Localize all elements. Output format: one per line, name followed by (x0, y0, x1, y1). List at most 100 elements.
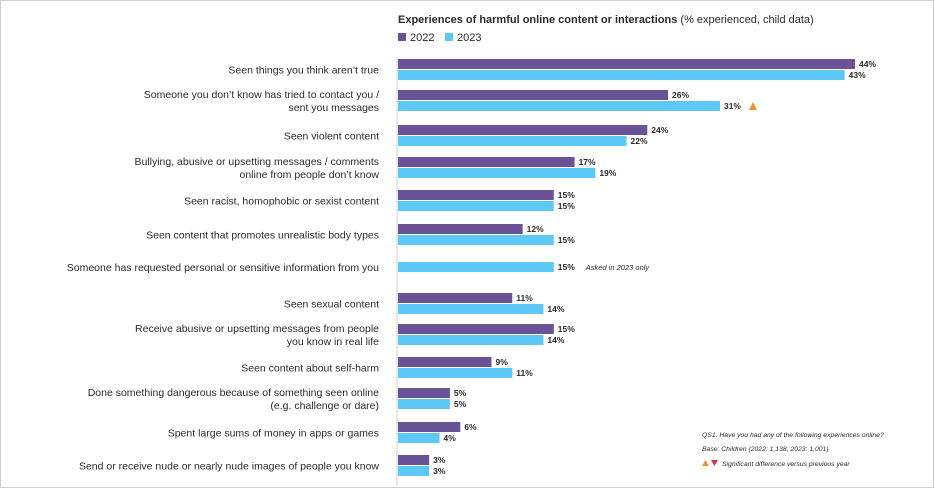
bar-2023-12 (398, 466, 430, 476)
category-label-6: Someone has requested personal or sensit… (67, 262, 379, 274)
bar-2023-8 (398, 335, 544, 345)
value-label-2023-7: 14% (547, 304, 564, 314)
bar-2023-4 (398, 201, 554, 211)
value-label-2023-10: 5% (454, 399, 467, 409)
category-label-9: Seen content about self-harm (241, 363, 379, 375)
value-label-2022-5: 12% (527, 224, 544, 234)
category-label-line: Bullying, abusive or upsetting messages … (134, 156, 379, 168)
category-label-line: Seen violent content (284, 131, 379, 143)
chart-title: Experiences of harmful online content or… (398, 14, 814, 26)
category-label-line: Seen things you think aren’t true (228, 65, 379, 77)
category-label-line: Seen content about self-harm (241, 363, 379, 375)
category-label-line: Seen content that promotes unrealistic b… (146, 230, 379, 242)
bar-2023-3 (398, 168, 596, 178)
value-label-2022-9: 9% (495, 357, 508, 367)
value-label-2022-3: 17% (579, 157, 596, 167)
category-label-8: Receive abusive or upsetting messages fr… (135, 323, 379, 348)
category-label-line: Receive abusive or upsetting messages fr… (135, 323, 379, 335)
legend-swatch-2022 (398, 33, 406, 41)
value-label-2022-1: 26% (672, 90, 689, 100)
category-label-10: Done something dangerous because of some… (88, 387, 379, 412)
category-label-line: Send or receive nude or nearly nude imag… (79, 461, 379, 473)
category-label-line: Someone you don’t know has tried to cont… (144, 89, 379, 101)
bar-2022-12 (398, 455, 430, 465)
value-label-2022-12: 3% (433, 455, 446, 465)
bar-2023-1 (398, 101, 720, 111)
bar-2022-5 (398, 224, 523, 234)
value-labels-group: 44%43%26%31%24%22%17%19%15%15%12%15%15%1… (433, 59, 876, 476)
category-label-line: online from people don’t know (239, 169, 379, 181)
legend-label-2022: 2022 (410, 32, 434, 44)
category-label-5: Seen content that promotes unrealistic b… (146, 230, 379, 242)
value-label-2022-10: 5% (454, 388, 467, 398)
bar-2022-2 (398, 125, 648, 135)
footnote-base: Base: Children (2022: 1,138, 2023: 1,001… (702, 446, 829, 453)
value-label-2023-5: 15% (558, 235, 575, 245)
bar-2022-0 (398, 59, 855, 69)
category-label-4: Seen racist, homophobic or sexist conten… (184, 196, 379, 208)
bar-2022-10 (398, 388, 450, 398)
value-label-2022-11: 6% (464, 422, 477, 432)
bar-2022-3 (398, 157, 575, 167)
significance-marker-up-icon (748, 102, 757, 110)
category-labels-group: Seen things you think aren’t true Someone… (67, 65, 380, 473)
legend-label-2023: 2023 (457, 32, 481, 44)
legend: 2022 2023 (398, 32, 481, 44)
significance-down-icon (711, 460, 718, 466)
category-label-line: Someone has requested personal or sensit… (67, 262, 379, 274)
bar-2023-9 (398, 368, 513, 378)
bar-2023-0 (398, 70, 845, 80)
category-label-line: (e.g. challenge or dare) (270, 400, 379, 412)
category-label-3: Bullying, abusive or upsetting messages … (134, 156, 379, 181)
value-label-2022-8: 15% (558, 324, 575, 334)
bars-group (398, 59, 855, 476)
category-label-1: Someone you don’t know has tried to cont… (144, 89, 379, 114)
category-label-12: Send or receive nude or nearly nude imag… (79, 461, 379, 473)
value-label-2023-9: 11% (516, 368, 533, 378)
category-label-line: Seen sexual content (284, 299, 379, 311)
footnote-question: QS1. Have you had any of the following e… (702, 432, 884, 439)
significance-up-icon (702, 460, 709, 466)
category-label-line: Spent large sums of money in apps or gam… (168, 428, 379, 440)
bar-2022-1 (398, 90, 669, 100)
category-label-line: Seen racist, homophobic or sexist conten… (184, 196, 379, 208)
value-label-2023-3: 19% (599, 168, 616, 178)
value-label-2023-2: 22% (631, 136, 648, 146)
bar-2022-7 (398, 293, 513, 303)
value-label-2023-0: 43% (849, 70, 866, 80)
bar-2022-4 (398, 190, 554, 200)
value-label-2023-4: 15% (558, 201, 575, 211)
bar-2022-8 (398, 324, 554, 334)
footnotes: QS1. Have you had any of the following e… (702, 432, 884, 468)
category-label-7: Seen sexual content (284, 299, 379, 311)
bar-2023-10 (398, 399, 450, 409)
category-label-2: Seen violent content (284, 131, 379, 143)
value-label-2023-11: 4% (444, 433, 457, 443)
category-label-line: you know in real life (287, 336, 379, 348)
bar-2023-6 (398, 262, 554, 272)
annotations-group: Asked in 2023 only (585, 102, 757, 272)
value-label-2023-6: 15% (558, 262, 575, 272)
value-label-2022-7: 11% (516, 293, 533, 303)
category-label-line: Done something dangerous because of some… (88, 387, 379, 399)
category-label-11: Spent large sums of money in apps or gam… (168, 428, 379, 440)
bar-2023-11 (398, 433, 440, 443)
value-label-2022-2: 24% (651, 125, 668, 135)
chart-title-main: Experiences of harmful online content or… (398, 14, 677, 26)
category-label-line: sent you messages (289, 102, 379, 114)
value-label-2023-12: 3% (433, 466, 446, 476)
value-label-2023-1: 31% (724, 101, 741, 111)
bar-2023-2 (398, 136, 627, 146)
chart-title-suffix: (% experienced, child data) (680, 14, 813, 26)
bar-2023-5 (398, 235, 554, 245)
bar-2022-11 (398, 422, 461, 432)
bar-2022-9 (398, 357, 492, 367)
category-label-0: Seen things you think aren’t true (228, 65, 379, 77)
value-label-2022-4: 15% (558, 190, 575, 200)
legend-swatch-2023 (445, 33, 453, 41)
annotation-note-1: Asked in 2023 only (585, 263, 651, 272)
bar-2023-7 (398, 304, 544, 314)
footnote-significance: Significant difference versus previous y… (722, 461, 850, 468)
value-label-2022-0: 44% (859, 59, 876, 69)
